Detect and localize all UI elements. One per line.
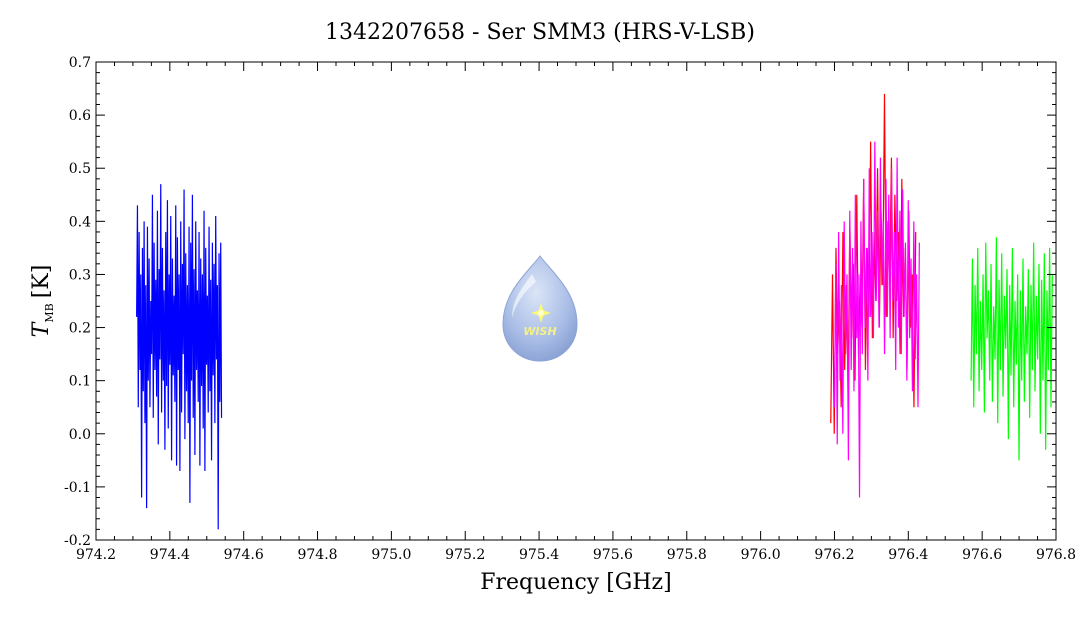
svg-text:TMB[K]: TMB [K] [29, 265, 56, 338]
series-line-1 [136, 184, 223, 530]
x-tick-label: 974.2 [76, 547, 116, 563]
y-tick-label: -0.2 [64, 533, 91, 549]
y-tick-label: 0.1 [69, 374, 91, 390]
wish-logo: WISH [502, 255, 578, 362]
y-tick-label: 0.0 [69, 427, 91, 443]
y-label-unit: [K] [29, 265, 54, 299]
y-axis-label: TMB [K] [29, 265, 56, 338]
y-label-symbol: T [29, 320, 54, 337]
x-tick-label: 975.4 [519, 547, 559, 563]
x-tick-label: 976.8 [1036, 547, 1076, 563]
x-tick-label: 974.6 [224, 547, 264, 563]
y-tick-label: 0.3 [69, 267, 91, 283]
series-line-3 [833, 141, 920, 498]
series-line-4 [970, 237, 1053, 461]
logo-text: WISH [523, 325, 556, 338]
series-layer [136, 93, 1053, 530]
x-axis-label: Frequency [GHz] [480, 570, 672, 595]
x-tick-label: 976.2 [814, 547, 854, 563]
x-tick-label: 975.6 [593, 547, 633, 563]
y-label-subscript: MB [43, 303, 56, 322]
y-tick-label: 0.6 [69, 108, 91, 124]
y-tick-label: 0.4 [69, 214, 91, 230]
plot-frame [95, 61, 1057, 541]
y-tick-label: 0.5 [69, 161, 91, 177]
y-tick-label: 0.7 [69, 55, 91, 71]
drop-highlight-icon [512, 274, 536, 318]
x-tick-label: 975.0 [371, 547, 411, 563]
chart-title: 1342207658 - Ser SMM3 (HRS-V-LSB) [325, 20, 755, 45]
x-tick-label: 976.4 [888, 547, 928, 563]
x-tick-label: 974.8 [297, 547, 337, 563]
x-tick-label: 975.2 [445, 547, 485, 563]
y-tick-label: -0.1 [64, 480, 91, 496]
y-tick-label: 0.2 [69, 321, 91, 337]
x-tick-label: 976.0 [741, 547, 781, 563]
x-tick-label: 974.4 [150, 547, 190, 563]
star-icon [531, 303, 551, 323]
x-tick-label: 975.8 [667, 547, 707, 563]
x-tick-label: 976.6 [962, 547, 1002, 563]
